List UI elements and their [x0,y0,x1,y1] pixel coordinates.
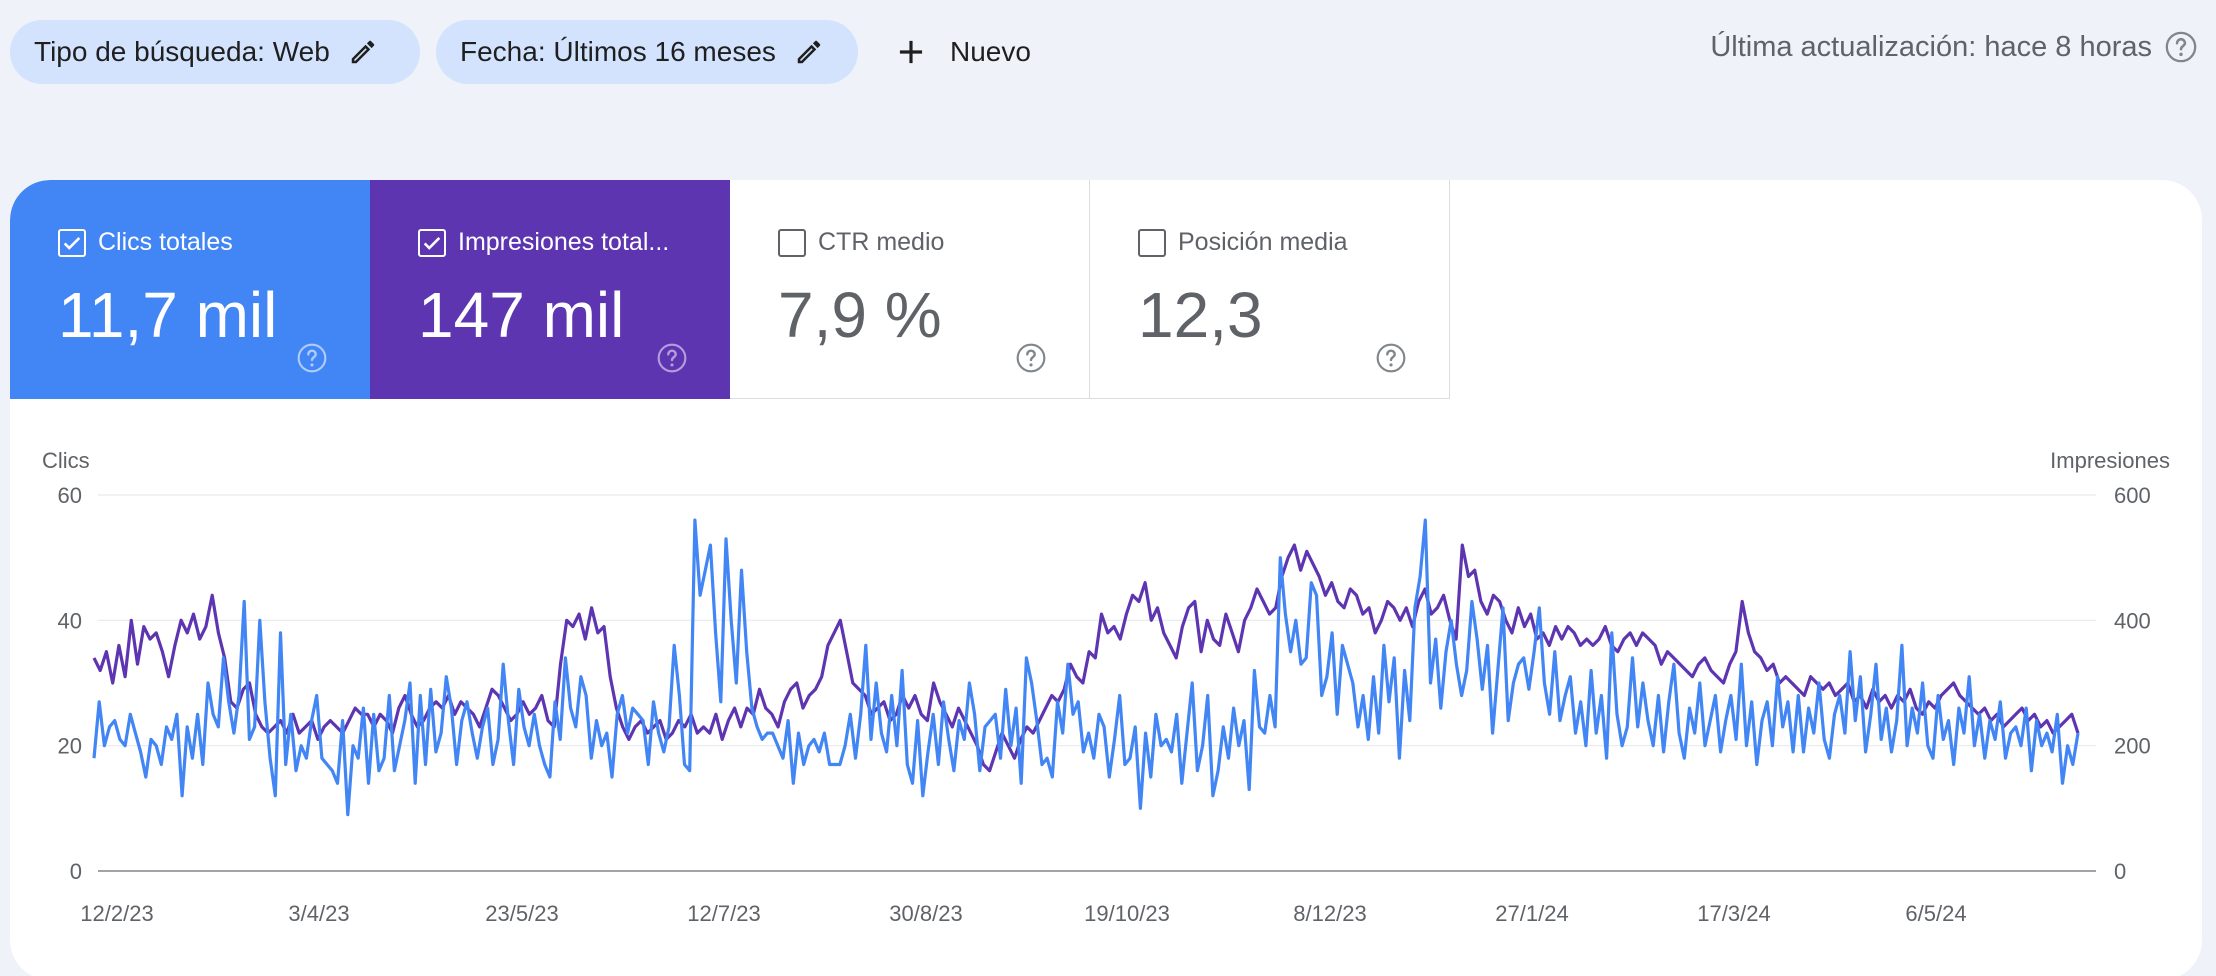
help-icon[interactable] [296,342,328,374]
metric-card-total-clicks[interactable]: Clics totales 11,7 mil [10,180,370,399]
performance-line-chart: 0 0 20 200 40 400 60 600 Clics Impresiones 12/2/23… [42,448,2170,926]
y-tick-left-label: 20 [58,734,82,759]
metric-card-average-ctr[interactable]: CTR medio 7,9 % [730,180,1090,399]
y-tick-right-label: 400 [2114,608,2151,633]
last-updated-text: Última actualización: hace 8 horas [1710,30,2152,63]
x-tick-label: 17/3/24 [1697,901,1770,926]
last-updated-info: Última actualización: hace 8 horas [1710,30,2198,64]
x-tick-label: 23/5/23 [485,901,558,926]
pencil-icon [794,37,824,67]
metric-label-average-ctr: CTR medio [818,228,945,256]
x-tick-label: 30/8/23 [889,901,962,926]
checkbox-checked-icon[interactable] [58,228,86,257]
y-tick-left-label: 40 [58,608,82,633]
series-line-impresiones [92,543,2080,773]
x-tick-label: 3/4/23 [288,901,349,926]
date-filter-label: Fecha: Últimos 16 meses [460,36,776,67]
series-line-clics [92,518,2080,817]
y-tick-left-label: 60 [58,483,82,508]
x-tick-label: 12/7/23 [687,901,760,926]
x-tick-label: 6/5/24 [1905,901,1966,926]
x-tick-label: 27/1/24 [1495,901,1568,926]
metric-value-total-clicks: 11,7 mil [58,279,278,351]
y-tick-right-label: 600 [2114,483,2151,508]
y-tick-right-label: 200 [2114,734,2151,759]
date-filter-chip[interactable]: Fecha: Últimos 16 meses [436,20,858,84]
new-filter-button[interactable]: Nuevo [892,20,1031,84]
checkbox-unchecked-icon[interactable] [1138,228,1166,257]
help-icon[interactable] [1375,342,1407,374]
help-icon[interactable] [656,342,688,374]
checkbox-checked-icon[interactable] [418,228,446,257]
y-tick-right-label: 0 [2114,859,2126,884]
metric-label-total-impressions: Impresiones total... [458,228,670,256]
metric-label-average-position: Posición media [1178,228,1348,256]
y-axis-right-title: Impresiones [2050,448,2170,473]
metric-value-total-impressions: 147 mil [418,279,625,351]
metric-value-average-position: 12,3 [1138,279,1263,351]
x-tick-label: 8/12/23 [1293,901,1366,926]
metric-card-total-impressions[interactable]: Impresiones total... 147 mil [370,180,730,399]
help-icon[interactable] [2164,30,2198,64]
plus-icon [892,33,930,71]
y-tick-left-label: 0 [70,859,82,884]
search-type-filter-label: Tipo de búsqueda: Web [34,36,330,67]
x-tick-label: 19/10/23 [1084,901,1170,926]
checkbox-unchecked-icon[interactable] [778,228,806,257]
search-type-filter-chip[interactable]: Tipo de búsqueda: Web [10,20,420,84]
performance-panel: Clics totales 11,7 mil Impresiones total… [10,180,2202,976]
metric-label-total-clicks: Clics totales [98,228,233,256]
pencil-icon [348,37,378,67]
metric-card-average-position[interactable]: Posición media 12,3 [1090,180,1450,399]
y-axis-left-title: Clics [42,448,90,473]
new-filter-label: Nuevo [950,36,1031,67]
metric-value-average-ctr: 7,9 % [778,279,942,351]
help-icon[interactable] [1015,342,1047,374]
x-tick-label: 12/2/23 [80,901,153,926]
